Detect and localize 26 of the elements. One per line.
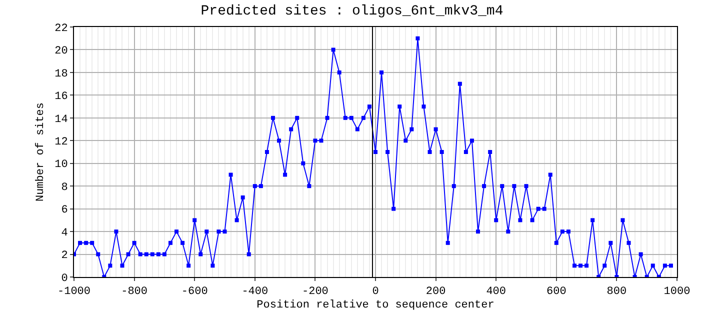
y-tick-label: 22 (54, 22, 68, 35)
x-tick-label: 0 (372, 286, 379, 298)
y-tick-label: 2 (61, 250, 68, 262)
x-tick-label: 1000 (664, 286, 690, 298)
chart-title: Predicted sites : oligos_6nt_mkv3_m4 (200, 4, 504, 20)
y-tick-label: 16 (54, 91, 68, 104)
y-tick-label: 12 (54, 136, 68, 148)
x-tick-label: -400 (242, 286, 268, 298)
x-tick-label: 400 (486, 286, 506, 298)
x-tick-label: -800 (121, 286, 148, 298)
y-tick-label: 8 (61, 182, 68, 194)
x-tick-label: 200 (426, 286, 446, 298)
x-tick-label: 800 (606, 286, 627, 298)
y-tick-label: 0 (61, 272, 68, 285)
y-tick-label: 6 (61, 204, 68, 217)
x-tick-label: 600 (546, 286, 566, 298)
x-tick-label: -200 (302, 286, 328, 298)
x-tick-label: -600 (181, 286, 208, 298)
y-axis-title: Number of sites (35, 102, 48, 202)
y-tick-label: 14 (54, 114, 68, 126)
y-tick-label: 20 (54, 46, 68, 58)
x-tick-label: -1000 (57, 286, 91, 298)
y-tick-label: 4 (61, 227, 68, 240)
x-axis-title: Position relative to sequence center (256, 299, 494, 312)
y-tick-label: 18 (54, 68, 68, 80)
y-tick-label: 10 (54, 159, 68, 172)
